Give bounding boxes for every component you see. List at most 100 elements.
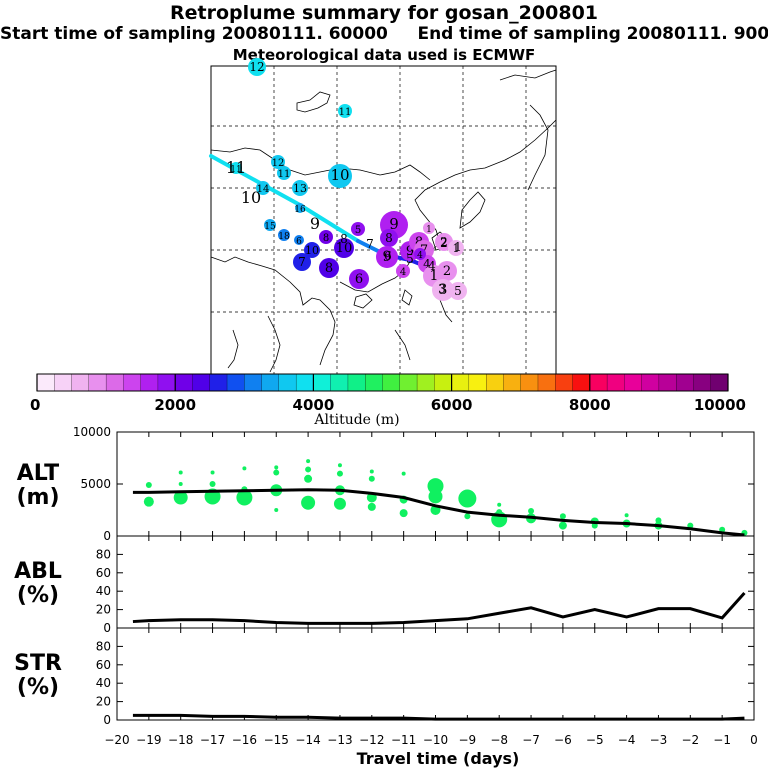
y-tick-label: 5000 [80, 477, 111, 491]
colorbar-segment [416, 373, 435, 392]
plume-point [376, 246, 398, 268]
x-tick-label: −2 [681, 733, 699, 747]
alt-sample-point [273, 469, 280, 476]
plume-point [338, 104, 352, 118]
colorbar-segment [399, 373, 418, 392]
alt-sample-point [337, 463, 342, 468]
plume-point [423, 222, 435, 234]
plume-point-label: 4 [417, 251, 423, 261]
x-tick-label: −19 [136, 733, 161, 747]
plume-point-label: 8 [323, 233, 329, 244]
colorbar-segment [382, 373, 401, 392]
colorbar-segment [209, 373, 228, 392]
plume-point-label: 11 [339, 107, 352, 118]
track-day-label: 4 [428, 259, 436, 273]
plume-point [449, 282, 467, 300]
plume-point-label: 5 [355, 225, 361, 236]
x-tick-label: −18 [168, 733, 193, 747]
plume-point [230, 162, 242, 174]
x-tick-label: −1 [713, 733, 731, 747]
colorbar-segment [624, 373, 643, 392]
colorbar-segment [451, 373, 470, 392]
plume-point-label: 8 [385, 231, 393, 245]
track-day-label: 3 [438, 282, 446, 296]
alt-sample-point [558, 521, 567, 530]
colorbar-segment [520, 373, 539, 392]
colorbar-segment [105, 373, 124, 392]
plume-point-label: 12 [272, 158, 285, 169]
x-tick-label: −13 [327, 733, 352, 747]
colorbar-segment [88, 373, 107, 392]
track-day-label: 11 [226, 158, 246, 177]
y-axis-label: ALT [17, 461, 59, 486]
plume-point-label: 6 [355, 272, 363, 287]
colorbar-segment [555, 373, 573, 392]
alt-median-line [132, 488, 745, 537]
colorbar-tick-label: 6000 [431, 396, 473, 414]
plume-point-label: 9 [406, 244, 414, 259]
alt-sample-point [210, 470, 215, 475]
map-panel: 1211111012111413151618610781086985984721… [209, 58, 557, 375]
alt-sample-point [336, 470, 343, 477]
y-tick-label: 20 [96, 695, 111, 709]
x-tick-label: −16 [232, 733, 257, 747]
colorbar-segment [175, 373, 193, 392]
y-tick-label: 0 [103, 621, 111, 635]
y-tick-label: 80 [96, 639, 111, 653]
colorbar-segment [641, 373, 660, 392]
alt-sample-point [368, 475, 375, 482]
alt-sample-point [305, 466, 312, 473]
plume-point [277, 166, 291, 180]
alt-sample-point [274, 508, 279, 512]
colorbar-segment [54, 373, 73, 392]
x-tick-label: 0 [750, 733, 758, 747]
alt-sample-point [333, 497, 346, 510]
plume-point-label: 1 [430, 268, 439, 284]
colorbar-segment [676, 373, 694, 392]
alt-panel: 10000 5000 0 ALT(m) [16, 425, 755, 543]
x-tick-label: −7 [522, 733, 540, 747]
y-axis-label-unit: (%) [17, 675, 59, 700]
y-axis-label-unit: (m) [16, 485, 59, 510]
plume-point [349, 269, 369, 289]
plume-point [294, 235, 304, 245]
altitude-colorbar: 0 2000 4000 6000 8000 10000 Altitude (m) [30, 373, 746, 428]
colorbar-segment [330, 373, 349, 392]
alt-sample-point [274, 465, 279, 470]
alt-sample-point [145, 482, 152, 489]
plume-point [319, 258, 339, 278]
track-day-label: 10 [241, 188, 261, 207]
plume-point [448, 240, 464, 256]
alt-sample-point [497, 502, 502, 507]
alt-sample-point [624, 513, 629, 518]
x-tick-label: −5 [586, 733, 604, 747]
x-tick-label: −10 [423, 733, 448, 747]
sampling-time-line: Start time of sampling 20080111. 60000 E… [0, 24, 768, 44]
colorbar-tick-label: 4000 [293, 396, 335, 414]
chart-title: Retroplume summary for gosan_200801 [169, 2, 599, 24]
colorbar-segment [589, 373, 608, 392]
y-tick-label: 0 [103, 713, 111, 727]
colorbar-segment [537, 373, 556, 392]
plume-point-label: 2 [443, 264, 451, 279]
colorbar-segment [365, 373, 383, 392]
alt-sample-point [236, 489, 253, 506]
plume-point [432, 279, 454, 301]
panel-frame [116, 535, 755, 629]
colorbar-segment [572, 373, 591, 392]
plume-point-label: 11 [230, 165, 241, 175]
x-tick-label: −12 [359, 733, 384, 747]
panel-frame [116, 627, 755, 721]
colorbar-segment [226, 373, 245, 392]
alt-sample-point [458, 489, 477, 508]
colorbar-segment [278, 373, 297, 392]
plume-point [293, 253, 311, 271]
x-tick-label: −17 [200, 733, 225, 747]
plume-point-label: 16 [294, 205, 306, 215]
colorbar-segment [693, 373, 712, 392]
colorbar-segment [71, 373, 90, 392]
alt-sample-point [427, 478, 444, 495]
alt-sample-point [559, 513, 566, 520]
plume-point-label: 1 [426, 225, 432, 235]
